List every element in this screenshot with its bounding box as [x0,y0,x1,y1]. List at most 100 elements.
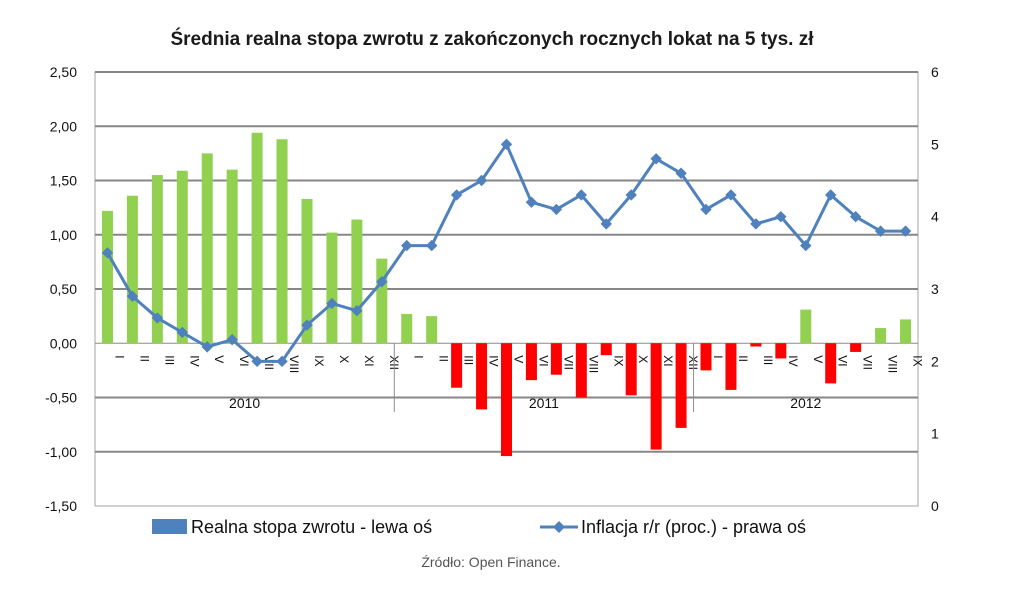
month-tick-label: III [162,355,176,365]
month-tick-label: I [112,355,126,358]
right-tick-label: 5 [931,136,939,152]
month-tick-label: XI [362,355,376,366]
right-tick-label: 1 [931,426,939,442]
line-point [226,333,238,346]
line-point [700,203,712,216]
bar [625,343,637,396]
left-tick-label: -1,00 [45,444,77,460]
line-point [176,326,188,339]
month-tick-label: VIII [586,355,600,373]
month-tick-label: VIII [287,355,301,373]
year-label: 2010 [229,395,260,411]
legend-line-label: Inflacja r/r (proc.) - prawa oś [581,517,806,537]
line-point [376,276,388,288]
bar [126,195,138,344]
bar [700,343,712,371]
bar [401,313,413,344]
month-tick-label: II [137,355,151,362]
line-point [126,290,139,302]
bar [351,219,363,344]
x-axis: IIIIIIIVVVIVIIVIIIIXXXIXIIIIIIIIIVVVIVII… [112,343,925,412]
bar [800,309,812,344]
bar [600,343,612,356]
line-point [251,355,263,368]
month-tick-label: IV [786,355,800,366]
year-label: 2011 [529,395,559,411]
line-point [899,225,912,237]
left-axis-ticks: 2,50 2,00 1,50 1,00 0,50 0,00 -0,50 -1,00 -1,50 [45,64,77,514]
month-tick-label: V [212,355,226,363]
bar [525,343,537,381]
month-tick-label: VI [237,355,251,366]
bar [301,198,313,344]
left-tick-label: 2,00 [50,118,77,134]
bar [251,132,263,344]
month-tick-label: X [337,355,351,363]
bar [151,175,163,344]
line-point [425,239,438,252]
month-tick-label: VII [561,355,575,370]
bar [875,328,887,344]
line-point [276,355,288,368]
month-tick-label: IX [611,355,625,366]
bar [725,343,737,390]
source-note: Źródło: Open Finance. [421,554,560,570]
month-tick-label: IX [911,355,925,366]
line-point [450,189,463,201]
line-point [575,189,588,201]
bar [101,210,113,344]
month-tick-label: III [761,355,775,365]
bar [326,232,338,344]
bar [501,343,512,457]
line-point [525,196,538,208]
month-tick-label: II [437,355,451,362]
bar [276,139,288,344]
month-tick-label: VII [861,355,875,370]
month-tick-label: I [412,355,426,358]
line-point [151,312,164,324]
bar [201,153,213,344]
line-point [201,341,213,353]
month-tick-label: IX [312,355,326,366]
month-tick-label: XI [661,355,675,366]
month-tick-label: III [462,355,476,365]
month-tick-label: V [512,355,526,363]
chart-title: Średnia realna stopa zwrotu z zakończony… [170,28,814,50]
line-point [625,189,637,201]
month-tick-label: I [711,355,725,358]
left-tick-label: 2,50 [50,64,77,80]
bar [575,343,587,398]
month-tick-label: VI [836,355,850,366]
bar [550,343,562,375]
bar [775,343,787,359]
line-point [750,218,762,230]
right-tick-label: 0 [931,498,939,514]
line-point [475,174,488,187]
month-tick-label: IV [187,355,201,366]
line-point [825,189,837,201]
bar [825,343,837,384]
month-tick-label: IV [487,355,501,366]
month-tick-label: X [636,355,650,363]
right-tick-label: 3 [931,281,939,297]
left-tick-label: 1,50 [50,173,77,189]
left-tick-label: 0,00 [50,335,77,351]
bar [176,170,188,344]
line-point [301,319,313,331]
right-axis-ticks: 6 5 4 3 2 1 0 [931,64,939,514]
legend-line-marker [553,521,565,533]
month-tick-label: V [811,355,825,363]
line-point [849,210,862,223]
right-tick-label: 4 [931,209,939,225]
line-point [550,203,563,216]
bar [900,319,912,344]
line-point [775,210,787,223]
legend-bar-label: Realna stopa zwrotu - lewa oś [191,517,432,537]
bar [426,316,438,344]
bar [750,343,762,347]
right-tick-label: 2 [931,353,939,369]
left-tick-label: -0,50 [45,390,77,406]
line-point [401,239,413,252]
line-point [101,247,114,259]
bar [226,169,238,344]
